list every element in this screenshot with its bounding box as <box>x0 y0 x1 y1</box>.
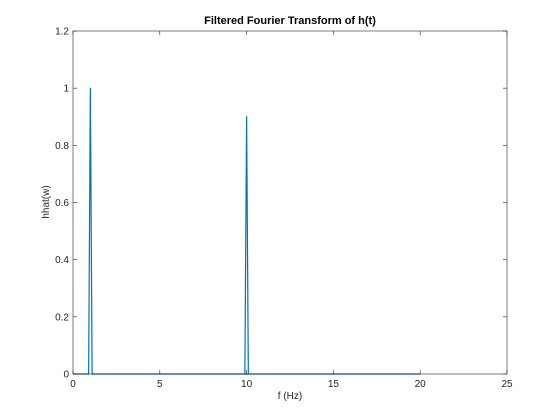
x-tick-label: 25 <box>501 379 513 390</box>
x-tick-label: 20 <box>415 379 427 390</box>
y-tick-label: 0.8 <box>55 141 69 152</box>
chart-title: Filtered Fourier Transform of h(t) <box>204 15 376 27</box>
y-tick-label: 0.6 <box>55 198 69 209</box>
y-axis: 0 0.2 0.4 0.6 0.8 1 1.2 <box>55 27 507 381</box>
x-axis-label: f (Hz) <box>278 391 302 402</box>
series-line-peak <box>245 117 248 374</box>
y-tick-label: 0.2 <box>55 312 69 323</box>
y-tick-label: 0.4 <box>55 255 69 266</box>
x-axis: 0 5 10 15 20 25 <box>70 31 513 390</box>
y-axis-label: hhat(w) <box>41 185 52 218</box>
x-tick-label: 5 <box>157 379 163 390</box>
y-tick-label: 0 <box>63 370 69 381</box>
plot-area <box>73 31 507 374</box>
axes-box <box>73 31 507 374</box>
y-tick-label: 1 <box>63 84 69 95</box>
x-tick-label: 0 <box>70 379 76 390</box>
x-tick-label: 15 <box>328 379 340 390</box>
x-tick-label: 10 <box>241 379 253 390</box>
y-tick-label: 1.2 <box>55 27 69 38</box>
